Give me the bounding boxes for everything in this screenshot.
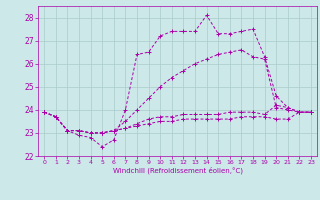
- X-axis label: Windchill (Refroidissement éolien,°C): Windchill (Refroidissement éolien,°C): [113, 167, 243, 174]
